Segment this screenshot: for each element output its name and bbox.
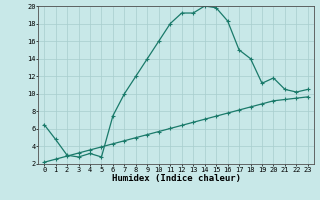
X-axis label: Humidex (Indice chaleur): Humidex (Indice chaleur) [111,174,241,183]
